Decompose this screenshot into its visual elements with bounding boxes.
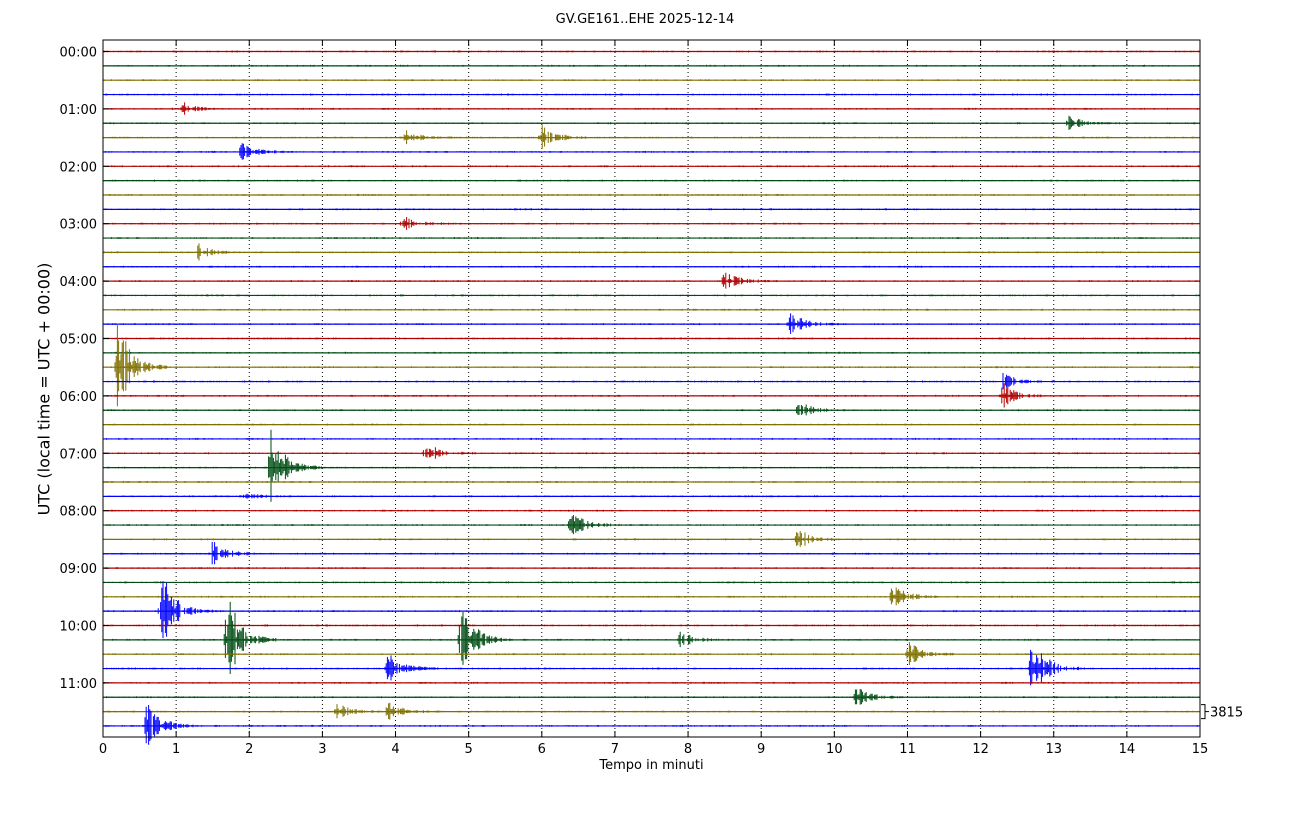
trace-layer [103, 50, 1200, 744]
x-tick-label: 3 [318, 742, 326, 757]
y-tick-label: 05:00 [60, 333, 97, 348]
x-tick-label: 11 [899, 742, 916, 757]
y-tick-label: 08:00 [60, 505, 97, 520]
y-tick-label: 11:00 [60, 677, 97, 692]
scale-bracket [1201, 705, 1205, 719]
plot-frame [103, 40, 1200, 737]
x-tick-label: 2 [245, 742, 253, 757]
seismic-trace [103, 650, 1200, 685]
seismic-trace [103, 430, 1200, 502]
x-tick-label: 8 [684, 742, 692, 757]
seismic-trace [103, 642, 1200, 665]
y-tick-label: 02:00 [60, 160, 97, 175]
x-tick-label: 10 [826, 742, 843, 757]
y-tick-label: 00:00 [60, 46, 97, 61]
x-tick-label: 4 [391, 742, 399, 757]
x-tick-label: 13 [1045, 742, 1062, 757]
grid-layer [176, 40, 1127, 737]
y-tick-label: 06:00 [60, 390, 97, 405]
y-tick-label: 09:00 [60, 562, 97, 577]
y-tick-label: 03:00 [60, 218, 97, 233]
x-tick-label: 14 [1119, 742, 1136, 757]
x-tick-label: 9 [757, 742, 765, 757]
x-tick-label: 7 [611, 742, 619, 757]
scale-label: 3815 [1210, 706, 1243, 721]
x-tick-label: 12 [972, 742, 989, 757]
axis-layer: 0 1 2 3 4 5 6 7 8 9 10 11 12 13 14 1500:0001:0002:0003:… [60, 40, 1244, 757]
x-tick-label: 1 [172, 742, 180, 757]
x-tick-label: 15 [1192, 742, 1209, 757]
x-tick-label: 5 [465, 742, 473, 757]
x-tick-label: 0 [99, 742, 107, 757]
y-tick-label: 07:00 [60, 447, 97, 462]
y-tick-label: 10:00 [60, 620, 97, 635]
y-tick-label: 04:00 [60, 275, 97, 290]
x-tick-label: 6 [538, 742, 546, 757]
seismic-trace [103, 581, 1200, 638]
y-tick-label: 01:00 [60, 103, 97, 118]
seismic-trace [103, 324, 1200, 407]
